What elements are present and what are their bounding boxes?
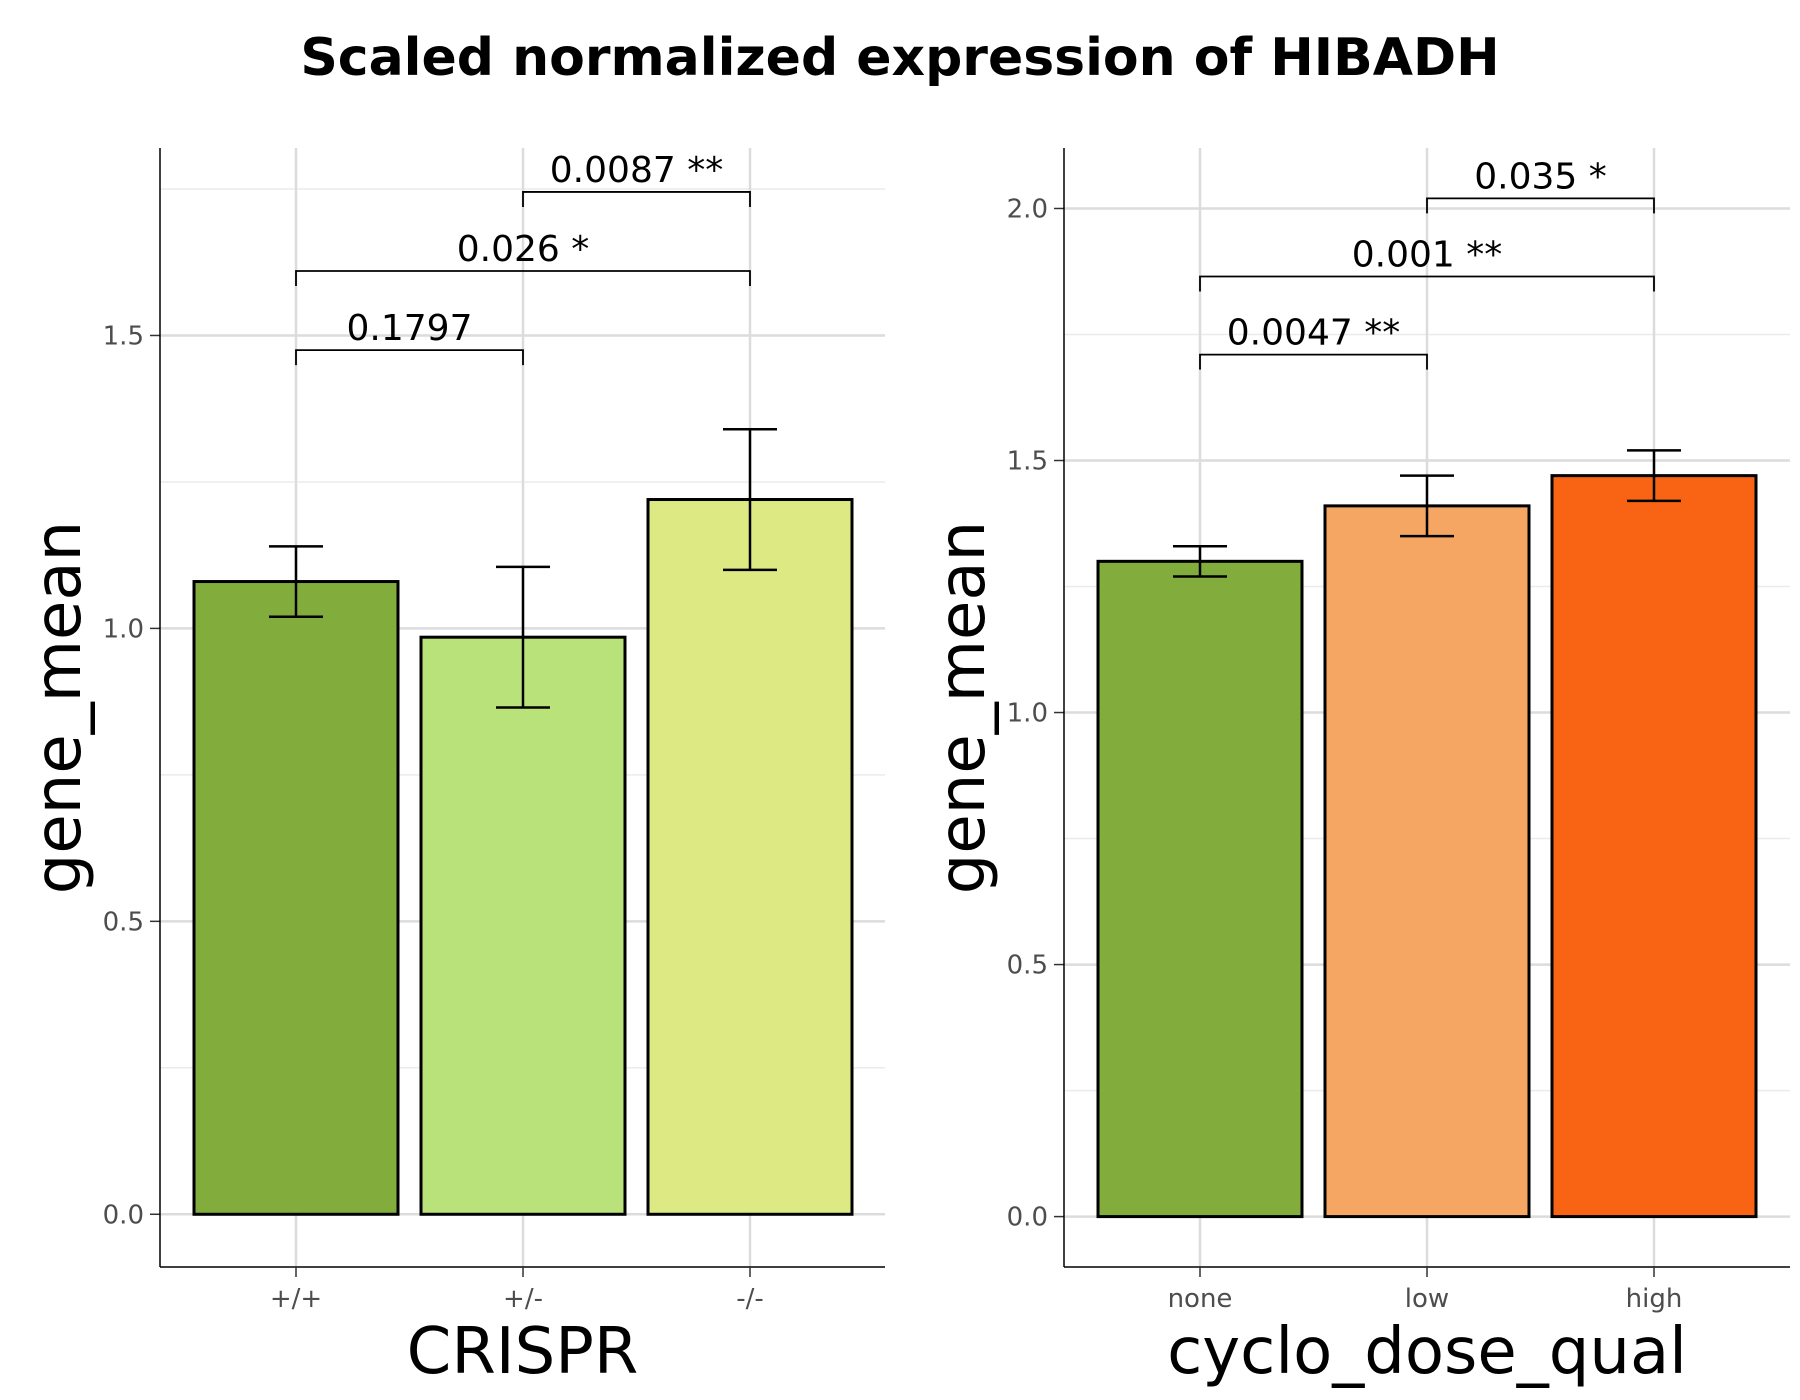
bar-+/- [419,635,627,1216]
x-axis-title: cyclo_dose_qual [1167,1315,1687,1389]
y-tick-label: 0.0 [1007,1203,1048,1233]
significance-label: 0.026 * [457,229,590,270]
figure-title: Scaled normalized expression of HIBADH [300,28,1500,88]
significance-label: 0.001 ** [1352,235,1503,276]
y-axis-title: gene_mean [926,521,1000,894]
chart-panel-cyclo-dose: 0.0 0.5 1.0 1.5 2.0 0.0047 ** 0.001 ** 0.035 * n… [926,148,1790,1389]
x-tick-label: +/+ [270,1284,322,1314]
y-tick-label: 1.5 [1007,447,1048,477]
significance-label: 0.0047 ** [1227,313,1400,354]
x-tick-label: low [1405,1284,1449,1314]
x-tick-label: -/- [736,1284,764,1314]
bar--/- [646,498,854,1216]
significance-bracket [1426,197,1655,214]
y-tick-label: 1.0 [1007,699,1048,729]
x-axis-title: CRISPR [407,1315,639,1389]
bar-+/+ [192,580,400,1216]
y-tick-label: 0.5 [103,907,144,937]
x-tick-label: high [1626,1284,1683,1314]
bar-low [1323,504,1531,1219]
x-tick-label: +/- [503,1284,543,1314]
y-tick-label: 1.5 [103,321,144,351]
chart-panel-crispr: 0.0 0.5 1.0 1.5 0.1797 0.026 * 0.0087 ** +/+ +/-… [22,148,885,1389]
significance-label: 0.0087 ** [550,150,723,191]
y-tick-label: 0.0 [103,1200,144,1230]
y-tick-label: 2.0 [1007,194,1048,224]
significance-bracket [1199,353,1428,370]
y-axis-title: gene_mean [22,521,96,894]
x-tick-label: none [1168,1284,1233,1314]
significance-label: 0.1797 [347,308,473,349]
y-tick-label: 0.5 [1007,951,1048,981]
bar-none [1096,559,1304,1219]
significance-bracket [295,270,751,287]
significance-label: 0.035 * [1474,156,1607,197]
significance-bracket [1199,275,1655,292]
significance-bracket [522,191,751,207]
bar-high [1550,474,1758,1219]
significance-bracket [295,349,524,366]
y-tick-label: 1.0 [103,614,144,644]
